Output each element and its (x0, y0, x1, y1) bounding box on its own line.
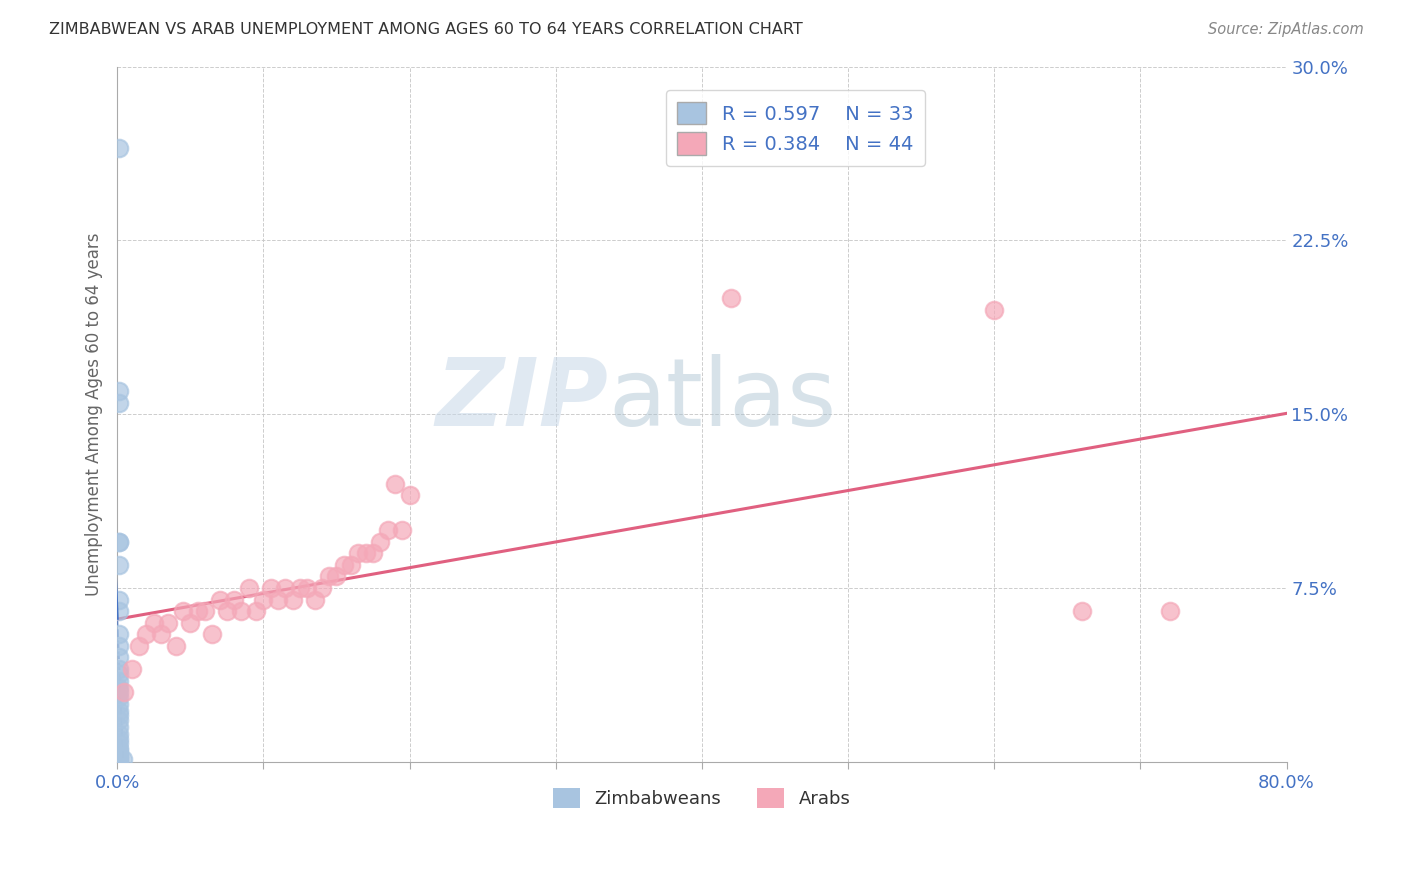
Point (107, 662, 129, 676)
Point (107, 704, 129, 718)
Point (135, 627, 157, 641)
Point (107, 727, 129, 741)
Point (281, 592, 304, 607)
Point (107, 708, 129, 723)
Point (720, 291, 742, 305)
Point (368, 534, 391, 549)
Point (107, 534, 129, 549)
Point (107, 736, 129, 750)
Point (332, 558, 354, 572)
Point (142, 615, 165, 630)
Point (107, 604, 129, 618)
Text: ZIMBABWEAN VS ARAB UNEMPLOYMENT AMONG AGES 60 TO 64 YEARS CORRELATION CHART: ZIMBABWEAN VS ARAB UNEMPLOYMENT AMONG AG… (49, 22, 803, 37)
Point (172, 604, 194, 618)
Point (107, 755, 129, 769)
Point (114, 685, 136, 699)
Point (107, 731, 129, 746)
Point (325, 569, 347, 583)
Point (231, 604, 253, 618)
Point (384, 476, 406, 491)
Point (150, 627, 173, 641)
Point (260, 581, 283, 595)
Point (274, 581, 297, 595)
Point (215, 604, 238, 618)
Point (165, 639, 187, 653)
Point (983, 302, 1005, 317)
Point (112, 752, 135, 766)
Point (288, 581, 311, 595)
Point (1071, 604, 1094, 618)
Point (107, 592, 129, 607)
Legend: Zimbabweans, Arabs: Zimbabweans, Arabs (546, 781, 858, 815)
Point (128, 639, 150, 653)
Point (318, 569, 340, 583)
Point (354, 546, 377, 560)
Text: ZIP: ZIP (436, 354, 609, 446)
Point (107, 666, 129, 681)
Point (107, 639, 129, 653)
Y-axis label: Unemployment Among Ages 60 to 64 years: Unemployment Among Ages 60 to 64 years (86, 233, 103, 596)
Point (107, 673, 129, 688)
Point (107, 384, 129, 398)
Point (361, 546, 384, 560)
Point (347, 546, 370, 560)
Point (107, 743, 129, 757)
Point (107, 747, 129, 762)
Point (391, 523, 413, 537)
Point (107, 627, 129, 641)
Point (187, 604, 209, 618)
Point (208, 592, 231, 607)
Point (1159, 604, 1181, 618)
Point (201, 627, 224, 641)
Point (107, 720, 129, 734)
Point (107, 685, 129, 699)
Point (107, 395, 129, 409)
Point (340, 558, 363, 572)
Text: atlas: atlas (609, 354, 837, 446)
Point (107, 740, 129, 755)
Point (297, 581, 319, 595)
Point (179, 615, 201, 630)
Point (107, 697, 129, 711)
Point (107, 141, 129, 155)
Point (107, 690, 129, 704)
Point (224, 592, 246, 607)
Point (157, 615, 180, 630)
Point (107, 752, 129, 766)
Point (245, 604, 267, 618)
Point (107, 558, 129, 572)
Point (194, 604, 217, 618)
Point (398, 488, 420, 502)
Point (267, 592, 290, 607)
Point (238, 581, 260, 595)
Point (107, 746, 129, 760)
Text: Source: ZipAtlas.com: Source: ZipAtlas.com (1208, 22, 1364, 37)
Point (121, 662, 143, 676)
Point (304, 592, 326, 607)
Point (107, 713, 129, 727)
Point (107, 650, 129, 665)
Point (107, 681, 129, 695)
Point (311, 581, 333, 595)
Point (107, 534, 129, 549)
Point (377, 523, 399, 537)
Point (107, 750, 129, 764)
Point (252, 592, 274, 607)
